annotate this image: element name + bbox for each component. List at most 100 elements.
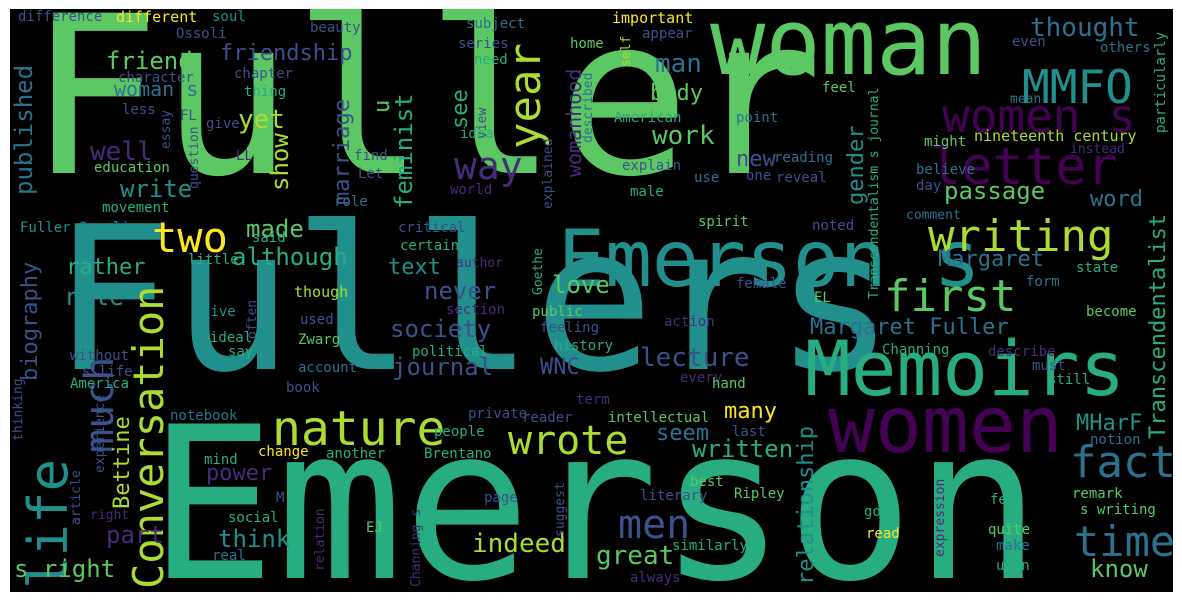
- word-fact: fact: [1070, 437, 1173, 488]
- word-use: use: [694, 170, 720, 186]
- word-people: people: [434, 424, 485, 440]
- word-point: point: [736, 110, 779, 126]
- word-say: say: [228, 344, 254, 360]
- word-section: section: [446, 302, 506, 318]
- word-instead: instead: [1070, 142, 1125, 157]
- word-work: work: [652, 121, 715, 151]
- word-reader: reader: [522, 410, 573, 426]
- word-another: another: [326, 446, 386, 462]
- word-relation: relation: [313, 508, 328, 571]
- word-writing: writing: [928, 211, 1114, 262]
- word-home: home: [570, 36, 604, 52]
- word-margaret: Margaret: [938, 247, 1044, 272]
- word-page: page: [484, 490, 518, 506]
- word-make: make: [996, 538, 1030, 554]
- word-feel: feel: [822, 80, 856, 96]
- word-upon: upon: [996, 558, 1030, 574]
- word-different: different: [116, 9, 198, 26]
- word-question: question: [187, 126, 202, 189]
- word-essay: essay: [159, 109, 174, 149]
- word-note: note: [66, 283, 124, 311]
- word-always: always: [630, 570, 681, 586]
- word-best: best: [690, 474, 724, 490]
- word-experience: experience: [93, 394, 108, 473]
- word-without: without: [70, 348, 130, 364]
- word-explain: explain: [622, 158, 682, 174]
- word-describe: describe: [988, 344, 1056, 360]
- word-written: written: [692, 435, 794, 463]
- word-men: men: [618, 502, 691, 548]
- word-view: view: [475, 107, 490, 139]
- word-margaret-fuller: Margaret Fuller: [810, 315, 1009, 340]
- word-fullers: Fullers: [52, 184, 895, 417]
- word-ripley: Ripley: [734, 486, 785, 502]
- word-wrote: wrote: [508, 418, 629, 464]
- word-soul: soul: [212, 9, 246, 25]
- word-others: others: [1100, 40, 1151, 56]
- word-man: man: [655, 49, 702, 79]
- word-idea: idea: [460, 126, 494, 142]
- word-ll: LL: [236, 148, 253, 164]
- word-series: series: [458, 36, 509, 52]
- word-find: find: [354, 148, 388, 164]
- word-passage: passage: [944, 177, 1046, 205]
- word-wnc: WNC: [540, 355, 580, 380]
- word-society: society: [390, 315, 492, 343]
- word-indeed: indeed: [472, 529, 566, 559]
- word-article: article: [69, 470, 84, 525]
- word-become: become: [1086, 304, 1137, 320]
- word-right: right: [90, 508, 130, 523]
- word-think: think: [218, 525, 291, 553]
- word-one: one: [746, 168, 772, 184]
- word-zwarg: Zwarg: [298, 332, 341, 348]
- word-women-s: women s: [942, 89, 1136, 143]
- word-new: new: [736, 147, 776, 172]
- word-friendship: friendship: [220, 41, 353, 66]
- word-thing: thing: [244, 84, 287, 100]
- word-well: well: [90, 137, 153, 167]
- word-intellectual: intellectual: [608, 410, 710, 426]
- word-used: used: [300, 312, 334, 328]
- word-letter: letter: [930, 137, 1118, 197]
- word-memoirs: Memoirs: [805, 324, 1126, 413]
- word-history: history: [554, 338, 614, 354]
- word-important: important: [612, 9, 694, 27]
- word-fuller-ossoli: Fuller Ossoli: [20, 220, 130, 236]
- word-term: term: [576, 392, 610, 408]
- word-last: last: [732, 424, 766, 440]
- word-notebook: notebook: [170, 408, 238, 424]
- word-subject: subject: [466, 16, 526, 32]
- word-still: still: [1048, 372, 1091, 388]
- word-made: made: [246, 215, 304, 243]
- word-marriage: marriage: [330, 99, 355, 205]
- word-feeling: feeling: [540, 320, 600, 336]
- word-lecture: lecture: [640, 343, 750, 373]
- word-emerson: Emerson: [148, 381, 1042, 593]
- word-american: American: [614, 110, 682, 126]
- word-private: private: [468, 406, 528, 422]
- word-reveal: reveal: [776, 170, 827, 186]
- word-seem: seem: [656, 421, 709, 446]
- word-fl: FL: [180, 108, 197, 124]
- word-though: though: [294, 283, 349, 301]
- word-relationship: relationship: [794, 426, 819, 585]
- word-expression: expression: [933, 478, 948, 557]
- word-first: first: [884, 271, 1017, 322]
- word-journal: journal: [392, 353, 494, 381]
- word-part: part: [106, 521, 164, 549]
- word-two: two: [152, 213, 228, 262]
- word-never: never: [424, 277, 497, 305]
- word-nature: nature: [272, 401, 446, 457]
- word-fuller: Fuller: [28, 9, 823, 225]
- word-bettine: Bettine: [110, 416, 135, 509]
- word-mind: mind: [204, 452, 238, 468]
- word-friend: friend: [106, 47, 193, 75]
- word-state: state: [1076, 260, 1119, 276]
- word-notion: notion: [1090, 432, 1141, 448]
- word-action: action: [664, 314, 715, 330]
- word-feminist: feminist: [390, 93, 418, 209]
- word-america: America: [70, 376, 130, 392]
- word-mharf: MHarF: [1076, 411, 1143, 436]
- word-political: political: [412, 344, 488, 360]
- word-mmfo: MMFO: [1022, 60, 1133, 114]
